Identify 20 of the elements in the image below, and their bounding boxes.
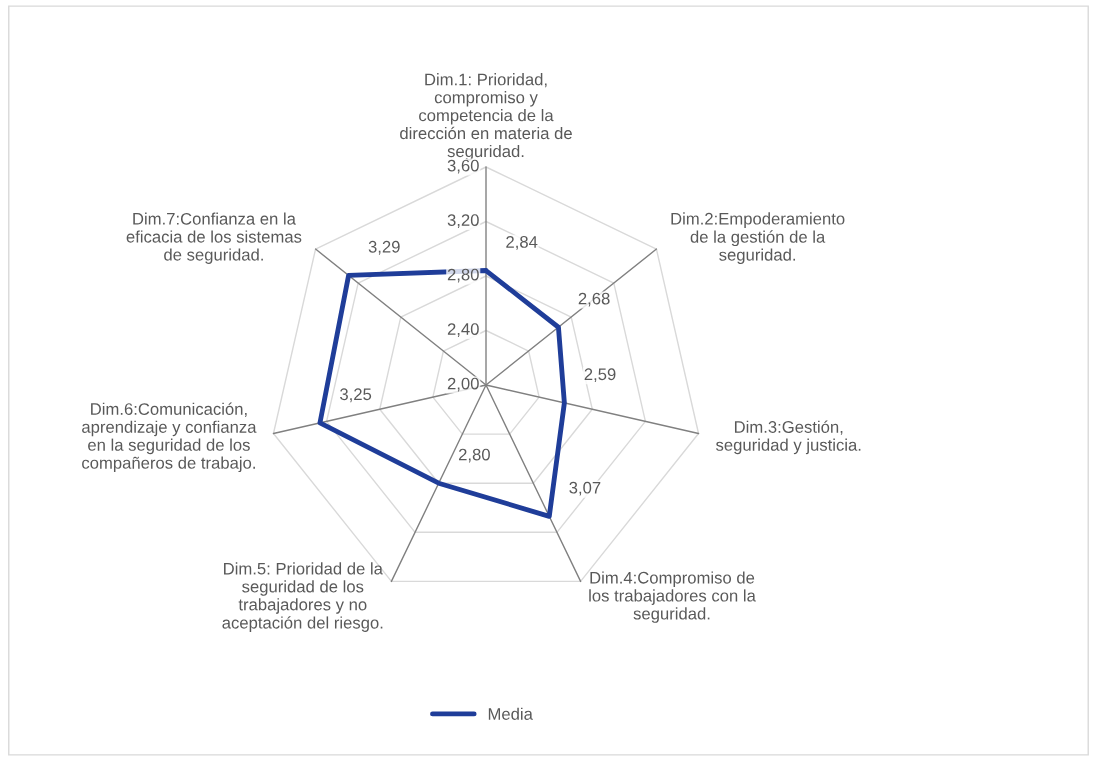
- spoke-label: Dim.4:Compromiso de los trabajadores con la seguridad.: [589, 571, 756, 623]
- data-label: 2,84: [506, 236, 538, 250]
- data-label: 2,68: [578, 292, 610, 307]
- y-tick-label: 2,80: [447, 268, 479, 283]
- y-tick-label: 3,60: [447, 159, 479, 174]
- spoke-label: Dim.1: Prioridad, compromiso y competencia de la dirección en materia de seguridad.: [400, 73, 572, 161]
- spoke-label: Dim.5: Prioridad de la seguridad de los trabajadores y no aceptación del riesgo.: [222, 562, 383, 632]
- data-label: 2,80: [458, 448, 490, 463]
- data-label: 2,59: [584, 368, 616, 383]
- y-tick-label: 2,00: [447, 377, 479, 392]
- data-label: 3,07: [569, 481, 601, 496]
- legend-label: Media: [488, 707, 533, 720]
- spoke-label: Dim.6:Comunicación, aprendizaje y confianza en la seguridad de los compañeros de trabajo.: [82, 402, 257, 473]
- spoke-label: Dim.7:Confianza en la eficacia de los sistemas de seguridad.: [126, 212, 302, 264]
- y-tick-label: 3,20: [447, 214, 479, 228]
- spoke-label: Dim.3:Gestión, seguridad y justicia.: [716, 420, 861, 455]
- spoke-label: Dim.2:Empoderamiento de la gestión de la seguridad.: [671, 212, 845, 265]
- data-label: 3,29: [368, 240, 400, 255]
- data-label: 3,25: [340, 388, 372, 403]
- y-tick-label: 2,40: [447, 323, 479, 337]
